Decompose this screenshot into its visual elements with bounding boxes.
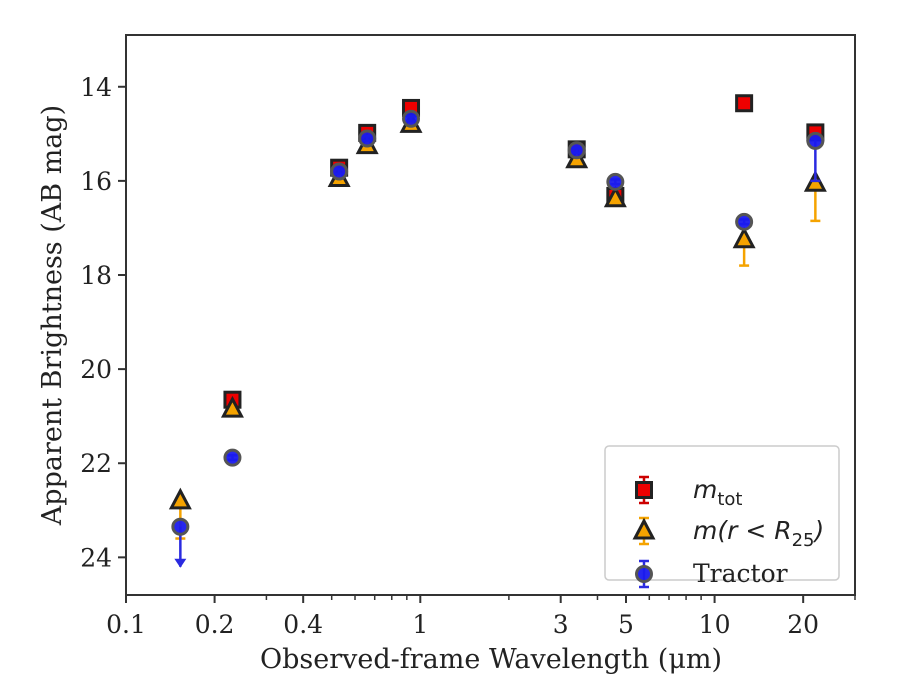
legend-box [604, 445, 840, 581]
data-point [168, 487, 192, 510]
legend-marker [632, 517, 656, 540]
x-tick-label: 0.4 [283, 610, 323, 639]
x-tick-label: 0.2 [195, 610, 235, 639]
series-square [223, 94, 825, 409]
series-circle [171, 109, 825, 568]
x-tick-label: 0.1 [106, 610, 146, 639]
data-point [402, 109, 421, 128]
x-tick-label: 20 [787, 610, 819, 639]
y-tick-label: 16 [80, 167, 112, 196]
y-tick-label: 18 [80, 261, 112, 290]
data-point [732, 226, 756, 249]
x-axis-label: Observed-frame Wavelength (μm) [260, 644, 722, 675]
data-layer [168, 94, 827, 568]
y-tick-label: 14 [80, 73, 112, 102]
y-axis-label: Apparent Brightness (AB mag) [37, 105, 68, 526]
data-point [735, 212, 754, 231]
data-point [223, 448, 242, 467]
data-point [806, 131, 825, 150]
data-point [220, 395, 244, 418]
data-point [330, 162, 349, 181]
upper-limit-arrow [174, 558, 187, 568]
axis-ticks: 0.1 0.2 0.4 1 3 5 10 20 14 16 18 20 22 24 [80, 73, 856, 639]
x-tick-label: 1 [412, 610, 428, 639]
plot-frame [125, 34, 856, 596]
legend-marker [635, 565, 653, 583]
data-point [735, 94, 754, 113]
data-point [358, 129, 377, 148]
x-tick-label: 10 [699, 610, 731, 639]
legend-label: Tractor [693, 559, 788, 588]
data-point [606, 172, 625, 191]
legend-label: m(r < R25) [693, 516, 824, 551]
legend-label: mtot [693, 475, 743, 510]
y-tick-label: 22 [80, 449, 112, 478]
x-tick-label: 3 [553, 610, 569, 639]
legend-marker [635, 481, 653, 499]
legend: mtot m(r < R25) Tractor [604, 445, 840, 589]
data-point [171, 517, 190, 536]
y-tick-label: 20 [80, 355, 112, 384]
plot-area [125, 34, 856, 596]
data-point [603, 185, 627, 208]
y-tick-label: 24 [80, 543, 112, 572]
data-point [567, 141, 586, 160]
x-tick-label: 5 [618, 610, 634, 639]
